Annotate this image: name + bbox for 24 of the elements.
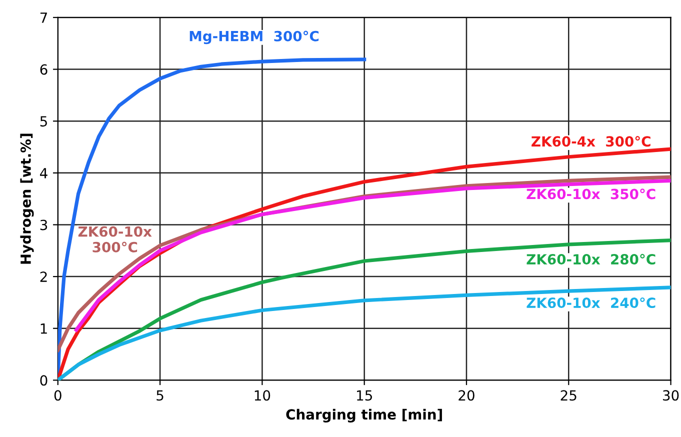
y-tick-label: 6 [40, 64, 48, 75]
series-label: ZK60-10x 240°C [526, 297, 656, 308]
y-tick-label: 0 [40, 375, 48, 386]
x-tick-label: 5 [156, 390, 164, 401]
series-label: ZK60-10x 350°C [526, 188, 656, 200]
x-axis-title: Charging time [min] [286, 408, 442, 422]
series-label: ZK60-10x 300°C [78, 226, 152, 252]
x-tick-label: 10 [254, 390, 270, 401]
y-tick-label: 7 [40, 12, 47, 23]
y-axis-title: Hydrogen [wt.%] [20, 134, 34, 264]
x-tick-label: 15 [357, 390, 372, 401]
series-label: ZK60-4x 300°C [532, 136, 650, 147]
x-tick-label: 0 [54, 390, 62, 401]
y-tick-label: 3 [40, 220, 48, 230]
series-label: ZK60-10x 280°C [526, 254, 656, 265]
line-series [74, 178, 671, 332]
x-tick-label: 25 [560, 390, 576, 401]
y-tick-label: 1 [40, 324, 47, 334]
y-tick-label: 5 [40, 116, 47, 127]
y-tick-label: 2 [40, 272, 47, 282]
series-label: Mg-HEBM 300°C [190, 30, 319, 44]
y-tick-label: 4 [40, 168, 48, 178]
x-tick-label: 20 [458, 390, 474, 401]
x-tick-label: 30 [663, 390, 679, 401]
